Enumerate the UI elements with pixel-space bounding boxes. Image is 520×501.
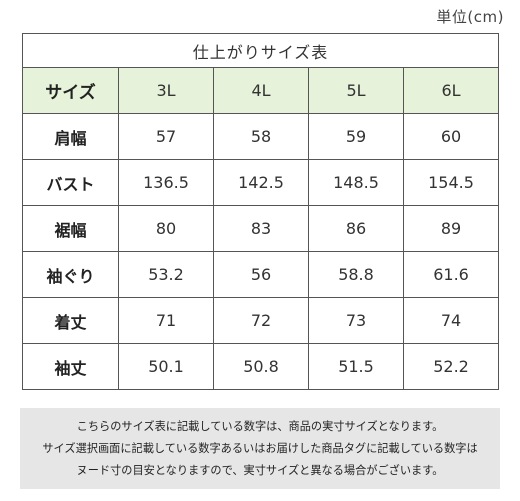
- table-row: バスト 136.5 142.5 148.5 154.5: [22, 159, 500, 206]
- table-title-row: 仕上がりサイズ表: [21, 33, 500, 68]
- table-cell: 72: [213, 297, 309, 344]
- table-cell: 154.5: [402, 159, 500, 206]
- table-cell: 50.8: [213, 343, 309, 390]
- disclaimer-note: こちらのサイズ表に記載している数字は、商品の実寸サイズとなります。 サイズ選択画…: [20, 408, 500, 489]
- size-header-label: サイズ: [22, 67, 119, 114]
- table-cell: 89: [402, 205, 500, 252]
- row-label-hem-width: 裾幅: [22, 205, 119, 252]
- table-title: 仕上がりサイズ表: [21, 33, 500, 68]
- size-column-header: 6L: [402, 67, 500, 114]
- table-cell: 142.5: [213, 159, 309, 206]
- table-cell: 58: [213, 113, 309, 160]
- table-cell: 74: [402, 297, 500, 344]
- size-column-header: 3L: [118, 67, 214, 114]
- table-row: 袖ぐり 53.2 56 58.8 61.6: [22, 251, 500, 298]
- table-row: 着丈 71 72 73 74: [22, 297, 500, 344]
- size-column-header: 4L: [213, 67, 309, 114]
- table-cell: 51.5: [308, 343, 404, 390]
- row-label-length: 着丈: [22, 297, 119, 344]
- size-column-header: 5L: [308, 67, 404, 114]
- row-label-bust: バスト: [22, 159, 119, 206]
- table-row: 裾幅 80 83 86 89: [22, 205, 500, 252]
- table-row: 肩幅 57 58 59 60: [22, 113, 500, 160]
- table-cell: 148.5: [308, 159, 404, 206]
- table-cell: 136.5: [118, 159, 214, 206]
- table-cell: 57: [118, 113, 214, 160]
- unit-label: 単位(cm): [436, 8, 504, 26]
- table-cell: 53.2: [118, 251, 214, 298]
- note-line: こちらのサイズ表に記載している数字は、商品の実寸サイズとなります。: [76, 420, 444, 433]
- table-cell: 52.2: [402, 343, 500, 390]
- table-cell: 50.1: [118, 343, 214, 390]
- note-line: サイズ選択画面に記載している数字あるいはお届けした商品タグに記載している数字は: [42, 442, 478, 455]
- table-cell: 80: [118, 205, 214, 252]
- note-line: ヌード寸の目安となりますので、実寸サイズと異なる場合がございます。: [76, 464, 444, 477]
- table-cell: 56: [213, 251, 309, 298]
- row-label-sleeve-length: 袖丈: [22, 343, 119, 390]
- table-cell: 60: [402, 113, 500, 160]
- size-table: 仕上がりサイズ表 サイズ 3L 4L 5L 6L 肩幅 57 58 59 60 …: [21, 33, 500, 390]
- table-cell: 59: [308, 113, 404, 160]
- table-cell: 58.8: [308, 251, 404, 298]
- table-cell: 71: [118, 297, 214, 344]
- row-label-shoulder: 肩幅: [22, 113, 119, 160]
- table-header-row: サイズ 3L 4L 5L 6L: [22, 67, 500, 114]
- table-cell: 83: [213, 205, 309, 252]
- table-row: 袖丈 50.1 50.8 51.5 52.2: [22, 343, 500, 390]
- table-cell: 73: [308, 297, 404, 344]
- table-cell: 61.6: [402, 251, 500, 298]
- table-cell: 86: [308, 205, 404, 252]
- row-label-armhole: 袖ぐり: [22, 251, 119, 298]
